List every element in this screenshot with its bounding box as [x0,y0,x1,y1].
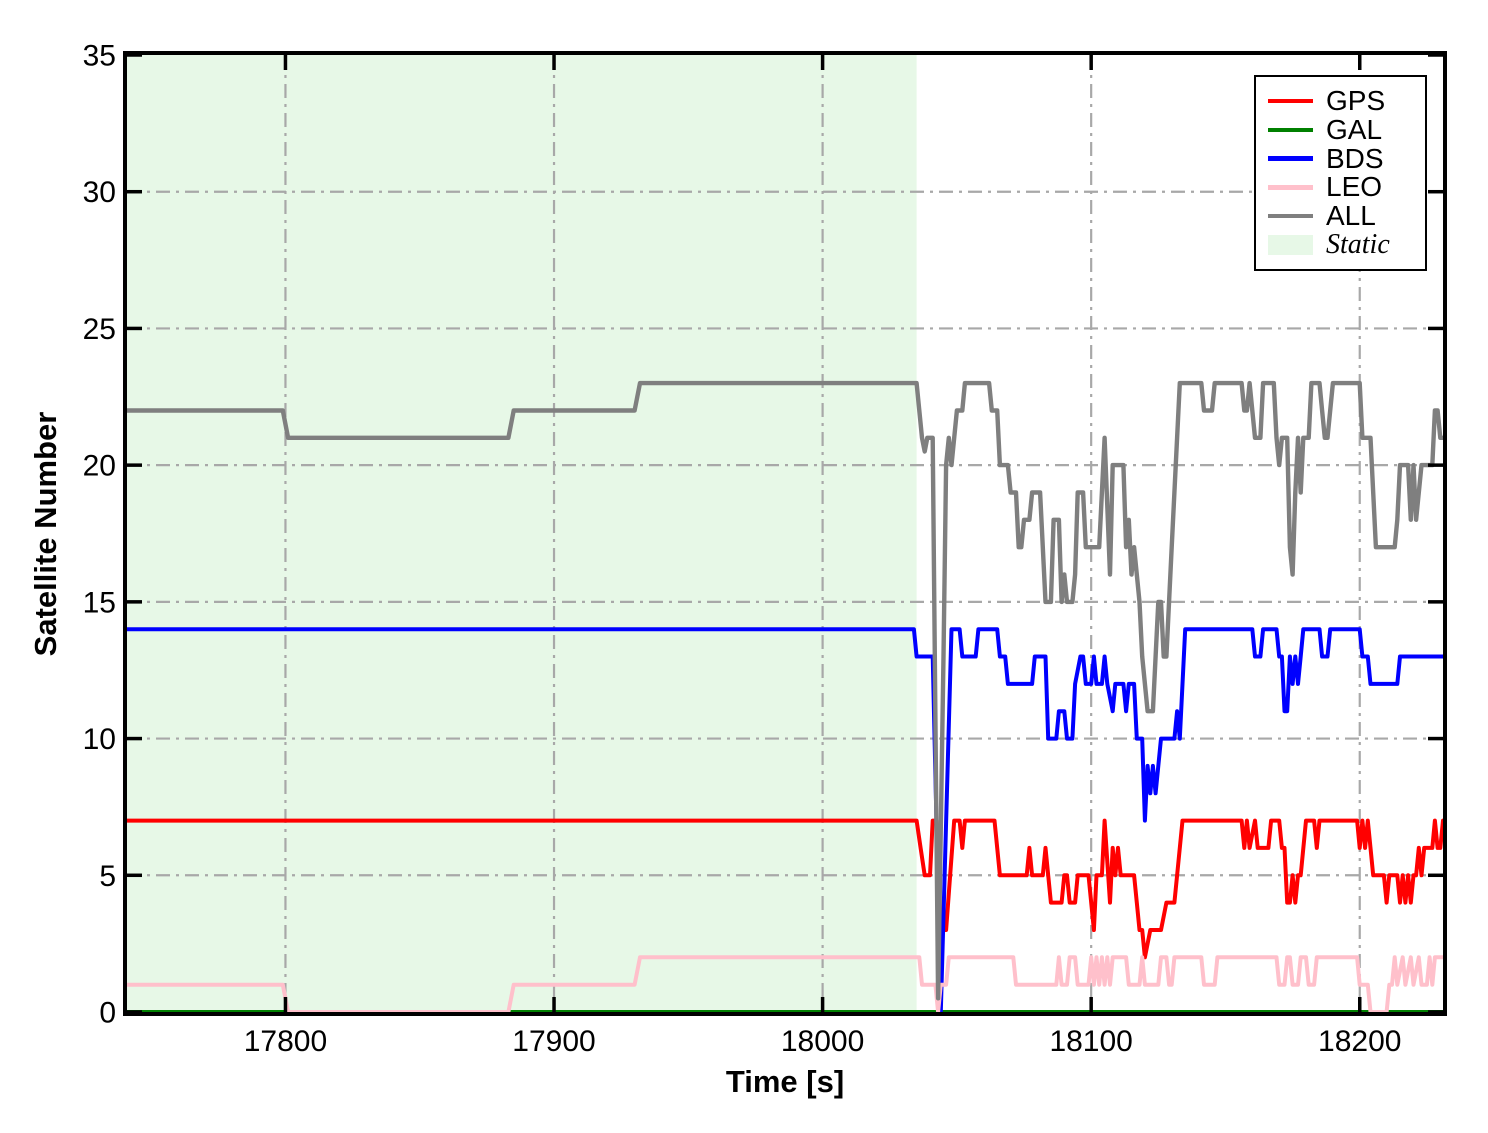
legend-entry-static: Static [1268,228,1413,260]
ytick-label-10: 10 [83,723,116,756]
ytick-label-15: 15 [83,586,116,619]
x-axis-label: Time [s] [726,1064,844,1099]
legend-entry-leo: LEO [1268,173,1413,201]
static-region-fill [127,55,917,1012]
legend-entry-gps: GPS [1268,87,1413,115]
series-line-bds [125,627,1445,1014]
series-line-leo [125,955,1445,1014]
xtick-label-18000: 18000 [781,1025,864,1058]
gridline-layer [127,55,1443,1012]
ytick-label-35: 35 [83,40,116,73]
ytick-label-0: 0 [99,997,116,1030]
axis-ticks [127,53,1443,1014]
ytick-label-25: 25 [83,313,116,346]
legend: GPS GAL BDS LEO ALL Static [1254,75,1427,271]
series-line-all [124,380,1446,1001]
legend-label-static: Static [1326,228,1390,260]
xtick-label-17900: 17900 [512,1025,595,1058]
tick-labels: 17800 17900 18000 18100 18200 0 5 10 15 20 25 30 35 [83,40,1402,1059]
legend-label-bds: BDS [1326,142,1384,174]
gps-line-swatch [1268,98,1313,104]
bds-line-swatch [1268,156,1313,161]
y-axis-label: Satellite Number [28,412,63,657]
axes-spines [123,51,1447,1016]
xtick-label-17800: 17800 [244,1025,327,1058]
xtick-label-18200: 18200 [1318,1025,1401,1058]
legend-label-gps: GPS [1326,85,1386,116]
legend-label-all: ALL [1326,200,1376,232]
ytick-label-5: 5 [99,860,116,893]
gal-line-swatch [1268,127,1313,133]
static-patch-swatch [1268,234,1313,255]
legend-entry-gal: GAL [1268,113,1413,145]
legend-entry-all: ALL [1268,202,1413,230]
plot-border [123,51,1447,1016]
legend-label-gal: GAL [1326,113,1383,145]
ytick-label-20: 20 [83,450,116,483]
legend-label-leo: LEO [1326,171,1383,203]
xtick-label-18100: 18100 [1049,1025,1132,1058]
ytick-label-30: 30 [83,176,116,209]
all-line-swatch [1268,213,1313,219]
static-region-layer [127,55,917,1012]
legend-entry-bds: BDS [1268,142,1413,174]
leo-line-swatch [1268,185,1313,190]
series-line-gps [125,818,1445,960]
